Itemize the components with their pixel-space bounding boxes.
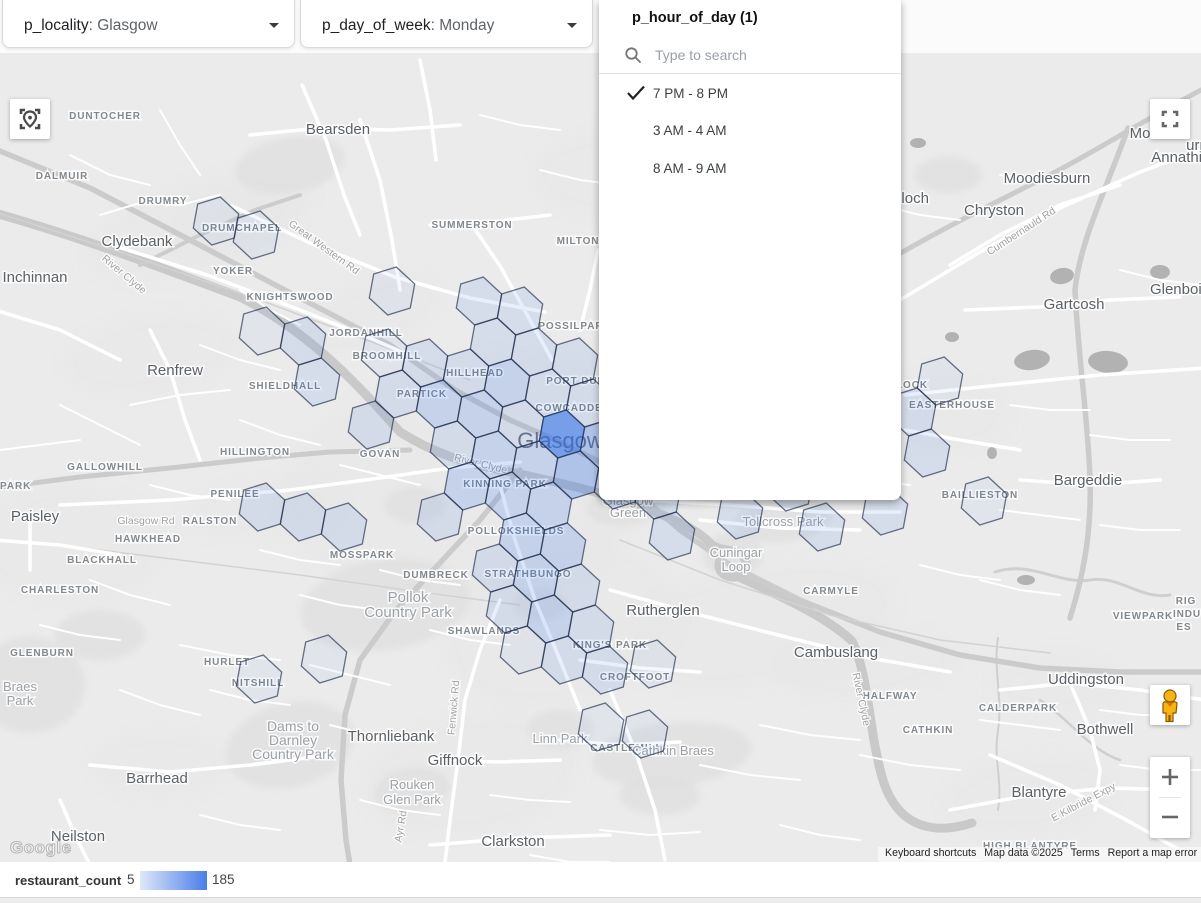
svg-text:CALDERPARK: CALDERPARK <box>979 703 1057 714</box>
svg-text:INDU: INDU <box>1173 609 1201 620</box>
svg-text:SHIELDHALL: SHIELDHALL <box>249 381 321 392</box>
svg-text:GLENBURN: GLENBURN <box>10 648 74 659</box>
svg-text:CATHKIN: CATHKIN <box>903 725 954 736</box>
svg-text:Mo: Mo <box>1130 125 1151 142</box>
svg-text:Linn Park: Linn Park <box>533 731 588 746</box>
svg-text:Glasgow Rd: Glasgow Rd <box>117 515 174 527</box>
svg-text:Tollcross Park: Tollcross Park <box>743 514 824 529</box>
svg-text:CASTLEMILK: CASTLEMILK <box>590 743 663 754</box>
svg-text:Paisley: Paisley <box>11 508 60 525</box>
svg-text:POLLOKSHIELDS: POLLOKSHIELDS <box>468 526 565 537</box>
svg-text:DRUMRY: DRUMRY <box>139 196 188 207</box>
svg-text:KINNING PARK: KINNING PARK <box>463 479 546 490</box>
svg-text:urn: urn <box>1186 137 1201 154</box>
svg-text:HURLET: HURLET <box>204 657 250 668</box>
svg-text:HILLINGTON: HILLINGTON <box>220 447 290 458</box>
svg-text:DUMBRECK: DUMBRECK <box>403 570 469 581</box>
svg-text:Park: Park <box>7 693 34 708</box>
svg-text:COWCADDENS: COWCADDENS <box>536 403 619 414</box>
svg-text:Pollok: Pollok <box>388 589 429 606</box>
svg-text:MOSSPARK: MOSSPARK <box>330 550 394 561</box>
svg-text:Uddingston: Uddingston <box>1048 671 1124 688</box>
svg-text:Cuningar: Cuningar <box>710 545 763 560</box>
svg-text:Clarkston: Clarkston <box>481 833 544 850</box>
svg-text:Bothwell: Bothwell <box>1077 721 1134 738</box>
svg-text:E PARK: E PARK <box>0 481 31 492</box>
svg-text:STRATHBUNGO: STRATHBUNGO <box>485 569 572 580</box>
svg-text:RALSTON: RALSTON <box>183 516 237 527</box>
svg-text:Green: Green <box>610 505 646 520</box>
svg-text:Glen Park: Glen Park <box>383 792 441 807</box>
svg-text:DRUMCHAPEL: DRUMCHAPEL <box>202 223 282 234</box>
svg-text:SHAWLANDS: SHAWLANDS <box>448 626 521 637</box>
svg-text:RIG: RIG <box>1176 596 1196 607</box>
svg-text:KNIGHTSWOOD: KNIGHTSWOOD <box>246 292 333 303</box>
svg-text:DUNTOCHER: DUNTOCHER <box>69 111 141 122</box>
svg-text:Thornliebank: Thornliebank <box>348 728 435 745</box>
svg-text:nloch: nloch <box>893 190 929 207</box>
svg-text:PARTICK: PARTICK <box>397 389 447 400</box>
svg-text:Moodiesburn: Moodiesburn <box>1004 170 1091 187</box>
svg-text:CHARLESTON: CHARLESTON <box>21 585 99 596</box>
svg-text:HALFWAY: HALFWAY <box>863 691 918 702</box>
svg-text:HILLHEAD: HILLHEAD <box>446 368 504 379</box>
svg-text:Bearsden: Bearsden <box>306 121 370 138</box>
svg-text:Rutherglen: Rutherglen <box>626 602 699 619</box>
svg-text:ES: ES <box>1176 622 1191 633</box>
svg-text:CROFTFOOT: CROFTFOOT <box>600 672 670 683</box>
svg-text:Renfrew: Renfrew <box>147 362 203 379</box>
svg-text:Clydebank: Clydebank <box>102 233 173 250</box>
svg-text:Glenboig: Glenboig <box>1150 281 1201 298</box>
svg-text:Country Park: Country Park <box>364 604 452 621</box>
svg-text:GOVAN: GOVAN <box>360 449 400 460</box>
svg-text:Cambuslang: Cambuslang <box>794 644 878 661</box>
svg-text:NITSHILL: NITSHILL <box>232 678 284 689</box>
svg-text:Neilston: Neilston <box>51 828 105 845</box>
svg-text:LOCK: LOCK <box>896 380 928 391</box>
svg-text:Giffnock: Giffnock <box>428 752 483 769</box>
svg-text:PENILEE: PENILEE <box>210 489 259 500</box>
svg-text:Chryston: Chryston <box>964 202 1024 219</box>
svg-text:Annathill: Annathill <box>1151 149 1201 166</box>
svg-text:POSSILPARK: POSSILPARK <box>538 321 611 332</box>
svg-text:Loop: Loop <box>722 559 751 574</box>
svg-text:Darnley: Darnley <box>269 732 317 748</box>
svg-text:Dams to: Dams to <box>267 718 319 734</box>
svg-text:DALMUIR: DALMUIR <box>36 171 88 182</box>
svg-text:GALLOWHILL: GALLOWHILL <box>67 462 143 473</box>
svg-text:SUMMERSTON: SUMMERSTON <box>431 220 512 231</box>
svg-text:Inchinnan: Inchinnan <box>2 269 67 286</box>
svg-text:Country Park: Country Park <box>252 746 335 762</box>
svg-text:HAWKHEAD: HAWKHEAD <box>115 534 181 545</box>
svg-text:MILTON: MILTON <box>557 236 600 247</box>
svg-text:Barrhead: Barrhead <box>126 770 188 787</box>
svg-text:YOKER: YOKER <box>213 266 253 277</box>
svg-text:BAILLIESTON: BAILLIESTON <box>942 490 1018 501</box>
svg-text:Braes: Braes <box>3 679 37 694</box>
svg-text:BLACKHALL: BLACKHALL <box>67 555 137 566</box>
svg-text:VIEWPARK: VIEWPARK <box>1113 611 1173 622</box>
svg-text:CARMYLE: CARMYLE <box>803 586 859 597</box>
svg-text:Blantyre: Blantyre <box>1011 784 1066 801</box>
svg-text:Gartcosh: Gartcosh <box>1044 296 1105 313</box>
svg-text:EASTERHOUSE: EASTERHOUSE <box>909 400 995 411</box>
svg-text:Rouken: Rouken <box>390 777 435 792</box>
svg-text:Bargeddie: Bargeddie <box>1054 472 1122 489</box>
